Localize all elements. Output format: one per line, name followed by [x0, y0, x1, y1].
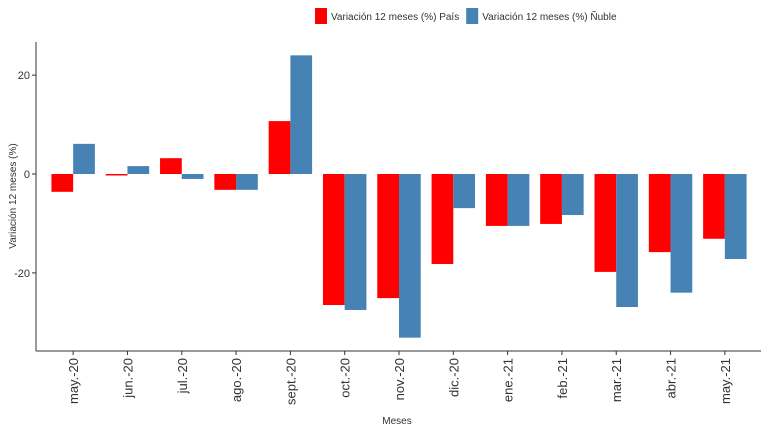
x-tick-label: ago.-20	[229, 358, 244, 402]
legend-label: Variación 12 meses (%) Ñuble	[482, 10, 617, 23]
bar	[453, 174, 476, 209]
bar	[214, 174, 237, 190]
bar	[377, 174, 399, 299]
y-tick-label: 0	[24, 169, 30, 181]
y-tick-label: 20	[18, 70, 30, 82]
x-tick-label: nov.-20	[392, 358, 407, 400]
x-tick-label: oct.-20	[338, 358, 353, 398]
x-tick-label: jun.-20	[120, 358, 135, 399]
bar	[616, 174, 638, 307]
x-tick-label: sept.-20	[283, 358, 298, 405]
bar	[322, 174, 345, 306]
bar	[670, 174, 693, 293]
bar	[268, 121, 291, 175]
y-axis-title: Variación 12 meses (%)	[8, 143, 19, 248]
bar	[594, 174, 617, 272]
x-tick-label: abr.-21	[664, 358, 679, 398]
x-tick-label: may.-21	[718, 358, 733, 404]
bar	[724, 174, 747, 260]
bar	[105, 174, 128, 176]
x-tick-label: ene.-21	[501, 358, 516, 402]
bar	[399, 174, 421, 338]
bar	[181, 174, 204, 179]
legend-swatch	[315, 8, 327, 24]
bar	[73, 143, 95, 175]
bar	[51, 174, 74, 192]
bar	[290, 55, 313, 175]
bar	[540, 174, 562, 224]
bar	[431, 174, 454, 264]
bar	[236, 174, 258, 190]
bar	[127, 166, 150, 175]
x-tick-label: may.-20	[66, 358, 81, 404]
bar	[485, 174, 508, 226]
bar	[561, 174, 584, 216]
bar	[648, 174, 671, 253]
bar	[507, 174, 530, 226]
bar	[344, 174, 367, 310]
bar	[160, 158, 182, 175]
legend-label: Variación 12 meses (%) País	[331, 12, 459, 23]
x-tick-label: jul.-20	[175, 358, 190, 394]
legend-swatch	[466, 8, 479, 24]
x-tick-label: mar.-21	[609, 358, 624, 402]
y-tick-label: -20	[14, 268, 30, 280]
x-tick-label: feb.-21	[555, 358, 570, 398]
x-tick-label: dic.-20	[446, 358, 461, 397]
bar	[703, 174, 725, 239]
x-axis-title: Meses	[382, 416, 411, 427]
